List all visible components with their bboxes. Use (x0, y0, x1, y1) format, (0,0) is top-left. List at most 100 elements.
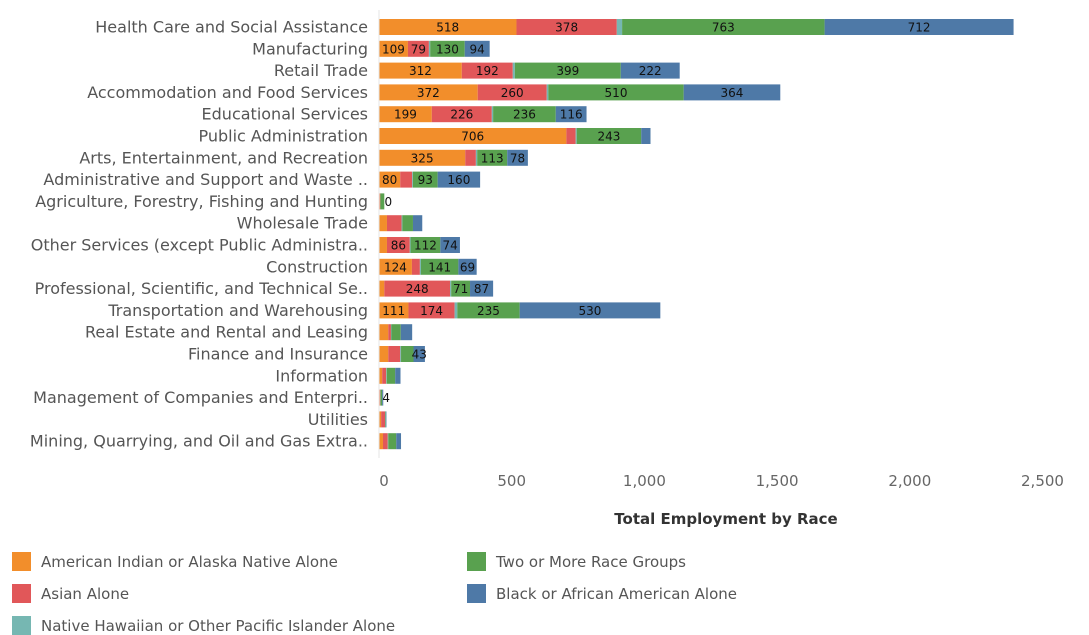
bar-segment (396, 433, 402, 450)
bar-segment (388, 346, 401, 362)
bar-segment (616, 19, 623, 35)
bar-segment (390, 324, 392, 341)
bar-segment (464, 40, 490, 57)
category-label: Professional, Scientific, and Technical … (35, 279, 368, 298)
legend-swatch (12, 616, 31, 635)
bar-segment (546, 84, 549, 101)
category-label: Finance and Insurance (188, 345, 368, 364)
bar-segment (400, 346, 402, 362)
bar-segment (420, 258, 459, 275)
bar-segment (380, 193, 385, 210)
bar-segment (380, 389, 381, 406)
data-label: 116 (560, 108, 583, 122)
category-label: Retail Trade (274, 61, 368, 80)
bar-segment (379, 237, 387, 253)
data-label: 226 (450, 108, 473, 122)
category-label: Accommodation and Food Services (87, 83, 368, 102)
bar-segment (384, 280, 451, 297)
legend-swatch (12, 552, 31, 571)
data-label: 222 (639, 64, 662, 78)
bar-segment (475, 149, 478, 166)
bar-segment (379, 389, 381, 406)
category-label: Utilities (308, 410, 368, 429)
bar-segment (385, 411, 386, 428)
data-label: 530 (579, 304, 602, 318)
data-label: 243 (598, 130, 621, 144)
bar-segment (410, 237, 441, 253)
data-label: 109 (382, 42, 405, 56)
x-tick-label: 1,000 (623, 472, 666, 490)
data-label: 518 (436, 21, 459, 35)
bar-segment (411, 258, 420, 275)
category-label: Mining, Quarrying, and Oil and Gas Extra… (30, 432, 368, 451)
bar-segment (477, 149, 508, 166)
data-label: 87 (474, 282, 489, 296)
bar-segment (402, 215, 413, 232)
legend-swatch (12, 584, 31, 603)
bar-segment (388, 324, 391, 341)
data-label: 0 (384, 195, 392, 209)
bar-segment (430, 40, 465, 57)
data-label: 160 (447, 173, 470, 187)
bar-segment (386, 237, 410, 253)
bar-segment (387, 433, 389, 450)
bar-segment (379, 280, 385, 297)
bar-segment (379, 215, 387, 232)
bar-segment (382, 367, 387, 384)
x-axis-title: Total Employment by Race (614, 510, 837, 528)
bar-segment (412, 171, 438, 188)
bar-segment (412, 215, 423, 232)
bar-segment (379, 411, 382, 428)
bar-segment (507, 149, 528, 166)
bar-segment (391, 324, 401, 341)
legend-label: Black or African American Alone (496, 584, 738, 603)
bar-segment (440, 237, 460, 253)
bar-segment (465, 149, 476, 166)
x-tick-label: 500 (497, 472, 526, 490)
x-tick-label: 2,500 (1021, 472, 1064, 490)
category-label: Arts, Entertainment, and Recreation (79, 148, 368, 167)
data-label: 74 (442, 239, 457, 253)
data-label: 86 (391, 239, 406, 253)
category-label: Other Services (except Public Administra… (31, 236, 368, 255)
bar-segment (450, 280, 452, 297)
legend-item: Native Hawaiian or Other Pacific Islande… (12, 616, 395, 635)
bar-segment (683, 84, 781, 101)
stacked-bar-chart: Health Care and Social Assistance Manufac… (30, 10, 1064, 528)
data-label: 364 (721, 86, 744, 100)
data-label: 69 (460, 260, 475, 274)
bar-segment (461, 62, 513, 79)
bar-segment (379, 171, 401, 188)
data-label: 706 (461, 130, 484, 144)
bar-segment (381, 411, 386, 428)
bar-segment (385, 411, 386, 428)
x-axis: 0 500 1,000 1,500 2,000 2,500 (378, 10, 1064, 490)
data-label: 111 (382, 304, 405, 318)
bar-segment (491, 106, 494, 123)
category-label: Public Administration (198, 127, 368, 146)
data-label: 130 (436, 42, 459, 56)
bar-segment (548, 84, 684, 101)
bar-segment (388, 433, 397, 450)
data-label: 248 (406, 282, 429, 296)
data-label: 174 (420, 304, 443, 318)
x-tick-label: 0 (379, 472, 389, 490)
data-label: 260 (501, 86, 524, 100)
legend-label: Native Hawaiian or Other Pacific Islande… (41, 616, 396, 635)
bar-segment (458, 258, 477, 275)
bar-segment (400, 171, 413, 188)
bar-segment (512, 62, 515, 79)
data-label: 112 (414, 239, 437, 253)
bar-segment (454, 302, 458, 319)
bar-segment (470, 280, 494, 297)
bar-segment (419, 258, 421, 275)
bar-segment (379, 128, 567, 144)
data-label: 71 (453, 282, 468, 296)
legend-swatch (467, 584, 486, 603)
bar-segment (622, 19, 825, 35)
data-label: 4 (382, 391, 390, 405)
bar-segment (386, 367, 396, 384)
category-labels: Health Care and Social Assistance Manufac… (30, 18, 368, 451)
bar-segment (382, 433, 388, 450)
data-label: 43 (412, 348, 427, 362)
